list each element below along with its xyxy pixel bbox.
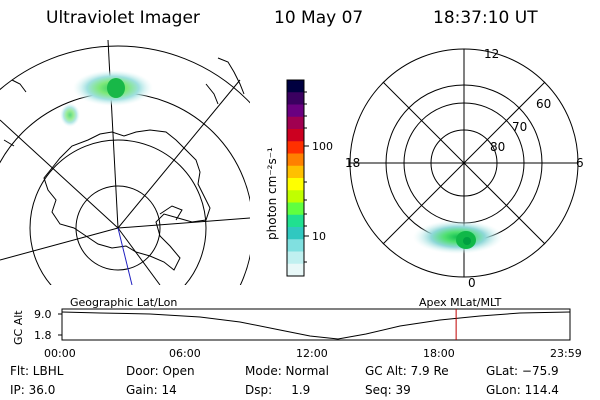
altitude-curve xyxy=(61,311,571,340)
x-tick-0000: 00:00 xyxy=(44,347,76,360)
door-info: Door: Open xyxy=(126,364,195,378)
gain-info: Gain: 14 xyxy=(126,383,177,397)
x-tick-2359: 23:59 xyxy=(550,347,582,360)
colorbar-segment xyxy=(287,227,304,240)
mlat-80: 80 xyxy=(490,140,505,154)
colorbar-segment xyxy=(287,239,304,252)
colorbar-tick-100: 100 xyxy=(312,140,333,153)
mlat-70: 70 xyxy=(512,120,527,134)
geographic-map xyxy=(0,40,250,285)
x-tick-1200: 12:00 xyxy=(296,347,328,360)
colorbar-segment xyxy=(287,104,304,118)
app-title: Ultraviolet Imager xyxy=(46,8,200,28)
x-tick-0600: 06:00 xyxy=(169,347,201,360)
glat-info: GLat: −75.9 xyxy=(486,364,559,378)
antarctica-coastline xyxy=(43,129,211,271)
colorbar-segment xyxy=(287,178,304,191)
colorbar-segment xyxy=(287,263,304,277)
mlt-12: 12 xyxy=(484,47,499,61)
time-label: 18:37:10 UT xyxy=(433,8,538,28)
colorbar: 100 10 photon cm⁻²s⁻¹ xyxy=(265,79,333,277)
y-tick-1-8: 1.8 xyxy=(34,329,52,342)
colorbar-segment xyxy=(287,202,304,216)
colorbar-segment xyxy=(287,190,304,203)
mlt-0: 0 xyxy=(468,276,476,290)
timeline-axis-title: GC Alt xyxy=(12,310,25,345)
filter-info: Flt: LBHL xyxy=(10,364,64,378)
colorbar-segment xyxy=(287,214,304,228)
timeline-caption-right: Apex MLat/MLT xyxy=(419,296,502,309)
colorbar-segment xyxy=(287,251,304,265)
dsp-info: Dsp: 1.9 xyxy=(245,383,311,397)
colorbar-segment xyxy=(287,116,304,130)
colorbar-segment xyxy=(287,80,304,93)
mode-info: Mode: Normal xyxy=(245,364,329,378)
mlt-6: 6 xyxy=(576,156,584,170)
altitude-timeline: Geographic Lat/Lon Apex MLat/MLT GC Alt … xyxy=(12,296,582,360)
seq-info: Seq: 39 xyxy=(365,383,411,397)
date-label: 10 May 07 xyxy=(274,8,364,28)
mlat-60: 60 xyxy=(536,97,551,111)
colorbar-tick-10: 10 xyxy=(312,230,326,243)
x-tick-1800: 18:00 xyxy=(423,347,455,360)
colorbar-segment xyxy=(287,165,304,179)
colorbar-segment xyxy=(287,129,304,142)
colorbar-segment xyxy=(287,141,304,154)
colorbar-segment xyxy=(287,92,304,105)
y-tick-9: 9.0 xyxy=(34,308,52,321)
gc-alt-info: GC Alt: 7.9 Re xyxy=(365,364,449,378)
mlt-18: 18 xyxy=(345,156,360,170)
ip-info: IP: 36.0 xyxy=(10,383,56,397)
colorbar-unit-label: photon cm⁻²s⁻¹ xyxy=(265,147,279,240)
polar-plot: 12 18 6 0 60 70 80 xyxy=(345,47,584,290)
timeline-caption-left: Geographic Lat/Lon xyxy=(70,296,177,309)
colorbar-segment xyxy=(287,153,304,167)
track-line xyxy=(117,227,133,285)
glon-info: GLon: 114.4 xyxy=(486,383,559,397)
